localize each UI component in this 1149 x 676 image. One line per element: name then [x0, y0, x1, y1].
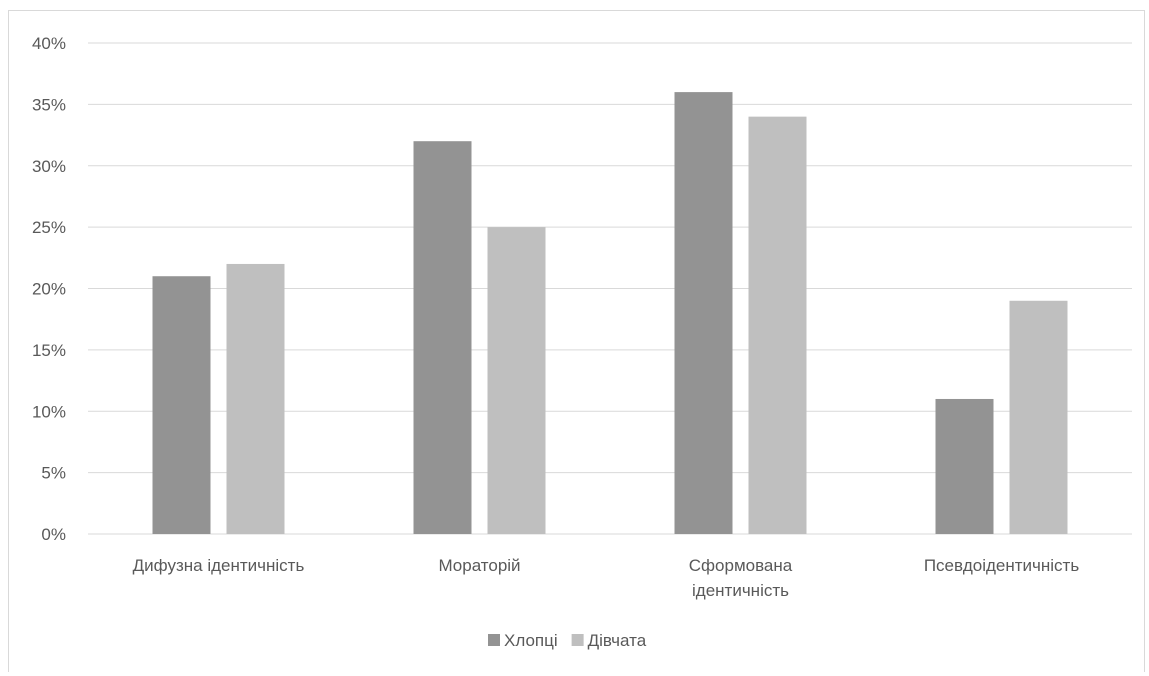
x-axis-category-labels: Дифузна ідентичність Мораторій Сформована і…: [133, 556, 1080, 600]
bar-series1-3: [935, 398, 994, 534]
x-category-label: Псевдоідентичність: [924, 556, 1080, 575]
y-tick-label: 25%: [32, 218, 66, 237]
x-category-label: Сформована ідентичність: [689, 556, 793, 600]
y-tick-label: 15%: [32, 341, 66, 360]
y-tick-label: 30%: [32, 157, 66, 176]
y-axis-tick-labels: 0% 5% 10% 15% 20% 25% 30% 35% 40%: [32, 34, 66, 544]
y-tick-label: 5%: [41, 464, 66, 483]
legend: Хлопці Дівчата: [488, 631, 647, 650]
y-tick-label: 10%: [32, 402, 66, 421]
chart-frame: [8, 10, 1145, 672]
bar-series1-1: [413, 141, 472, 534]
bar-series2-1: [487, 227, 546, 534]
bars: [152, 92, 1068, 535]
legend-swatch: [571, 634, 584, 646]
y-tick-label: 0%: [41, 525, 66, 544]
bar-series1-0: [152, 276, 211, 534]
bar-series1-2: [674, 92, 733, 534]
bar-series2-0: [226, 263, 285, 534]
x-category-label: Мораторій: [438, 556, 520, 575]
y-tick-label: 35%: [32, 95, 66, 114]
legend-swatch: [488, 634, 500, 646]
bar-series2-2: [748, 116, 807, 535]
legend-label: Дівчата: [588, 631, 647, 650]
x-category-label: Дифузна ідентичність: [133, 556, 305, 575]
legend-label: Хлопці: [504, 631, 558, 650]
y-tick-label: 40%: [32, 34, 66, 53]
y-tick-label: 20%: [32, 280, 66, 299]
bar-series2-3: [1009, 300, 1068, 534]
